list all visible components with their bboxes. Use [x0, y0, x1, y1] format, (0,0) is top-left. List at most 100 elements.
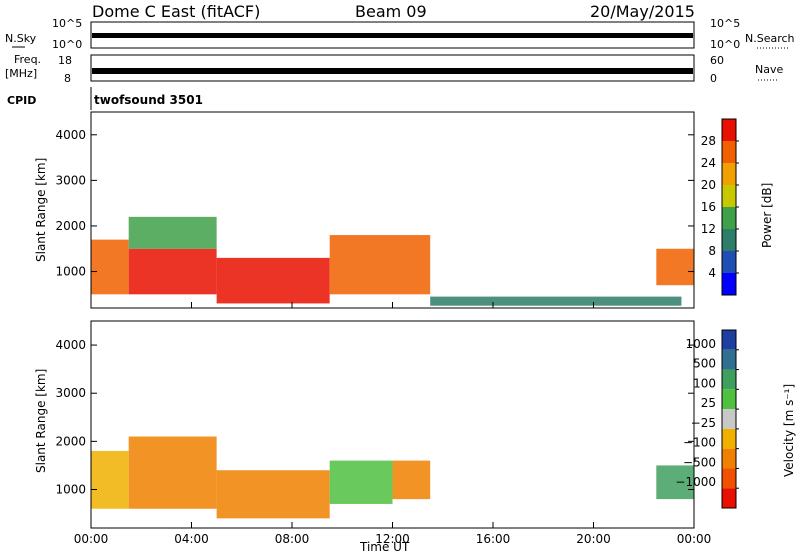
- power-colorbar-swatch: [722, 273, 736, 295]
- power-colorbar-tick-label: 28: [701, 134, 716, 148]
- figure-title: Dome C East (fitACF): [92, 2, 260, 21]
- velocity-echo-region: [91, 450, 129, 509]
- freq-trace: [92, 68, 693, 74]
- velocity-colorbar-tick-label: 100: [693, 376, 716, 390]
- freq-tick-top: 18: [58, 54, 72, 67]
- velocity-colorbar-tick-label: 500: [693, 357, 716, 371]
- velocity-colorbar-swatch: [722, 369, 736, 390]
- y-tick-label: 3000: [55, 173, 86, 187]
- x-tick-label: 16:00: [476, 532, 511, 546]
- time-x-ticks: 00:00 04:00 08:00 12:00 16:00 20:00 00:00: [74, 302, 712, 546]
- velocity-colorbar-label: Velocity [m s⁻¹]: [782, 384, 796, 477]
- x-tick-label: 00:00: [677, 532, 712, 546]
- power-colorbar-swatches: [722, 119, 736, 295]
- velocity-echo-region: [392, 460, 431, 500]
- velocity-colorbar-tick-label: −500: [683, 455, 716, 469]
- x-tick-label: 04:00: [174, 532, 209, 546]
- power-colorbar-swatch: [722, 163, 736, 185]
- freq-tick-bottom: 8: [64, 72, 71, 85]
- y-tick-label: 4000: [55, 128, 86, 142]
- power-echo-region: [128, 216, 217, 249]
- power-echo-region: [91, 239, 129, 295]
- x-tick-label: 00:00: [74, 532, 109, 546]
- power-colorbar-swatch: [722, 119, 736, 141]
- power-colorbar-tick-label: 24: [701, 156, 716, 170]
- beam-label: Beam 09: [355, 2, 427, 21]
- freq-label: Freq.: [14, 53, 41, 66]
- velocity-ylabel: Slant Range [km]: [34, 369, 48, 473]
- nsky-tick-top: 10^5: [52, 17, 82, 30]
- y-tick-label: 4000: [55, 338, 86, 352]
- velocity-colorbar-swatch: [722, 349, 736, 370]
- freq-panel-frame: [90, 54, 695, 82]
- velocity-colorbar-swatch: [722, 389, 736, 410]
- y-tick-label: 2000: [55, 434, 86, 448]
- velocity-colorbar-swatch: [722, 409, 736, 429]
- nsky-panel-frame: [90, 21, 695, 49]
- freq-unit: [MHz]: [5, 67, 37, 80]
- nsky-label: N.Sky: [5, 32, 37, 45]
- power-colorbar-label: Power [dB]: [760, 183, 774, 248]
- velocity-colorbar-swatch: [722, 468, 736, 489]
- velocity-colorbar-tick-label: −100: [683, 436, 716, 450]
- power-echo-region: [329, 235, 431, 295]
- velocity-echo-region: [216, 470, 330, 519]
- velocity-colorbar-swatch: [722, 448, 736, 469]
- power-colorbar-tick-label: 16: [701, 200, 716, 214]
- velocity-y-ticks: 4000 3000 2000 1000: [55, 338, 694, 496]
- y-tick-label: 2000: [55, 219, 86, 233]
- velocity-colorbar-swatch: [722, 428, 736, 449]
- velocity-colorbar-tick-label: −25: [691, 416, 716, 430]
- power-echo-region: [216, 257, 330, 304]
- nsearch-tick-top: 10^5: [710, 17, 740, 30]
- power-colorbar-swatch: [722, 229, 736, 251]
- power-echo-region: [128, 248, 217, 295]
- time-xlabel: Time UT: [359, 540, 410, 554]
- nave-tick-top: 60: [710, 54, 724, 67]
- nsearch-tick-bottom: 10^0: [710, 38, 740, 51]
- power-colorbar-tick-label: 12: [701, 222, 716, 236]
- x-tick-label: 12:00: [375, 532, 410, 546]
- velocity-echo-region: [329, 460, 393, 504]
- power-echo-region: [430, 296, 682, 306]
- x-tick-label: 20:00: [576, 532, 611, 546]
- power-echo-region: [656, 248, 694, 286]
- velocity-colorbar-tick-label: 1000: [685, 337, 716, 351]
- velocity-colorbar-tick-label: 25: [701, 396, 716, 410]
- power-y-ticks: 4000 3000 2000 1000: [55, 128, 694, 279]
- nsky-trace: [92, 33, 693, 38]
- power-colorbar-swatch: [722, 251, 736, 273]
- velocity-echo-region: [656, 465, 694, 500]
- y-tick-label: 3000: [55, 386, 86, 400]
- power-colorbar-swatch: [722, 207, 736, 229]
- y-tick-label: 1000: [55, 265, 86, 279]
- nsky-tick-bottom: 10^0: [52, 38, 82, 51]
- nave-tick-bottom: 0: [710, 72, 717, 85]
- velocity-colorbar-swatches: [722, 330, 736, 508]
- power-colorbar-swatch: [722, 141, 736, 163]
- power-colorbar: 28 24 20 16 12 8 4 Power [dB]: [701, 118, 774, 296]
- nave-label: Nave: [755, 63, 783, 76]
- date-label: 20/May/2015: [590, 2, 695, 21]
- power-colorbar-tick-label: 4: [708, 266, 716, 280]
- power-colorbar-swatch: [722, 185, 736, 207]
- velocity-colorbar-swatch: [722, 330, 736, 350]
- power-colorbar-ticks: 28 24 20 16 12 8 4: [701, 134, 739, 280]
- velocity-colorbar-tick-label: −1000: [675, 475, 716, 489]
- x-tick-label: 08:00: [275, 532, 310, 546]
- power-echo-layer: [91, 216, 694, 306]
- velocity-colorbar: 1000 500 100 25 −25 −100 −500 −1000 Velocity [m…: [675, 329, 796, 509]
- velocity-colorbar-frame: [721, 329, 737, 509]
- velocity-echo-layer: [91, 436, 694, 519]
- velocity-colorbar-swatch: [722, 488, 736, 508]
- y-tick-label: 1000: [55, 482, 86, 496]
- velocity-colorbar-ticks: 1000 500 100 25 −25 −100 −500 −1000: [675, 337, 739, 489]
- power-colorbar-tick-label: 20: [701, 178, 716, 192]
- velocity-echo-region: [128, 436, 217, 509]
- power-ylabel: Slant Range [km]: [34, 158, 48, 262]
- cpid-value: twofsound 3501: [94, 93, 203, 107]
- cpid-label: CPID: [7, 94, 36, 107]
- power-colorbar-tick-label: 8: [708, 244, 716, 258]
